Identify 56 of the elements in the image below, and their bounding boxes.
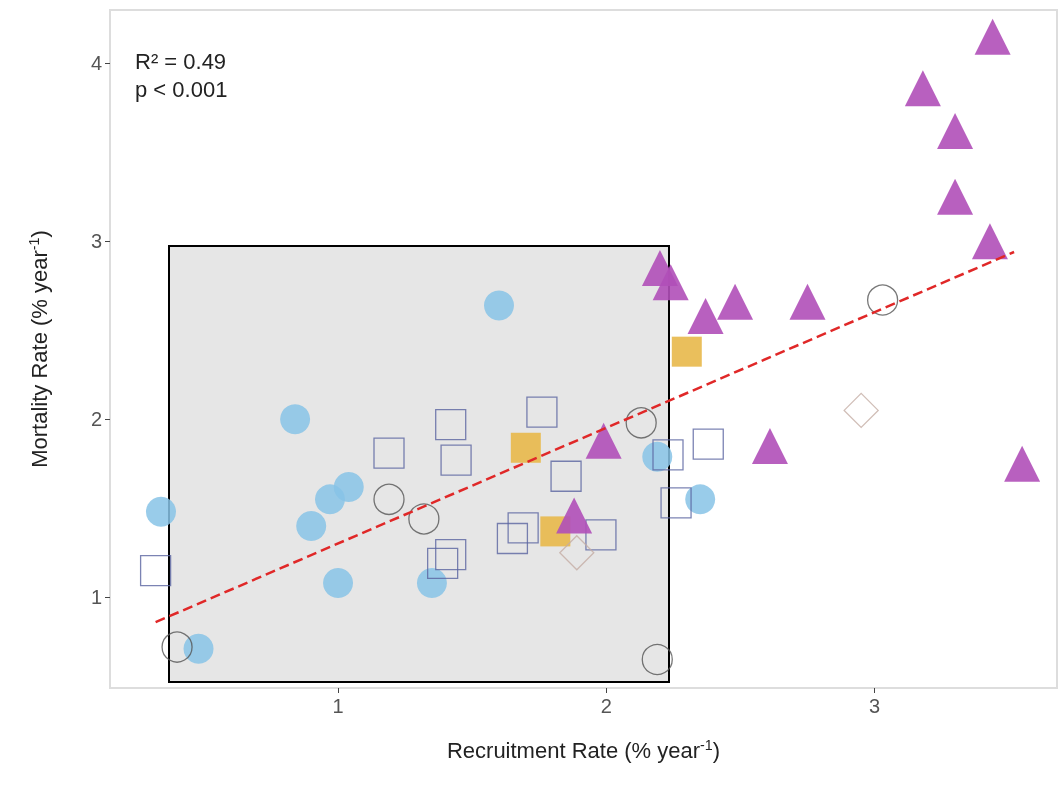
y-axis-title: Mortality Rate (% year-1) bbox=[26, 230, 52, 468]
point bbox=[161, 631, 193, 663]
point bbox=[717, 283, 754, 320]
point bbox=[484, 290, 514, 321]
point bbox=[685, 484, 716, 515]
y-tick-label: 1 bbox=[90, 586, 102, 609]
point bbox=[904, 70, 941, 107]
point bbox=[652, 439, 684, 471]
x-tick-label: 3 bbox=[869, 695, 881, 717]
point bbox=[510, 432, 541, 463]
point bbox=[867, 284, 899, 316]
point bbox=[751, 427, 788, 464]
annotation: R² = 0.49 bbox=[135, 48, 227, 74]
point bbox=[660, 487, 692, 519]
point bbox=[585, 519, 617, 551]
point bbox=[652, 264, 689, 301]
point bbox=[323, 568, 354, 598]
point bbox=[435, 538, 467, 571]
point bbox=[526, 396, 558, 428]
point bbox=[146, 496, 176, 527]
point bbox=[971, 223, 1008, 260]
point bbox=[373, 437, 405, 469]
point bbox=[843, 392, 879, 429]
point bbox=[937, 113, 974, 150]
point bbox=[559, 535, 595, 571]
point bbox=[641, 643, 673, 676]
point bbox=[183, 633, 214, 664]
point bbox=[496, 522, 529, 555]
point bbox=[435, 408, 467, 441]
point bbox=[625, 407, 657, 439]
point bbox=[440, 444, 472, 476]
point bbox=[408, 503, 440, 535]
point bbox=[296, 511, 327, 542]
y-tick-label: 2 bbox=[90, 408, 102, 431]
point bbox=[427, 547, 459, 580]
point bbox=[687, 298, 724, 335]
point bbox=[585, 422, 622, 459]
point bbox=[333, 471, 364, 502]
point bbox=[139, 554, 172, 587]
x-tick-label: 2 bbox=[600, 695, 612, 717]
point bbox=[416, 568, 447, 598]
y-tick-label: 3 bbox=[90, 230, 102, 253]
y-tick-label: 4 bbox=[90, 52, 102, 75]
point bbox=[507, 512, 539, 544]
annotation: p < 0.001 bbox=[135, 76, 228, 102]
point bbox=[937, 178, 974, 215]
point bbox=[373, 483, 405, 516]
point bbox=[1004, 445, 1041, 482]
point bbox=[550, 460, 582, 492]
point bbox=[974, 18, 1011, 55]
point bbox=[671, 336, 702, 367]
x-tick-label: 1 bbox=[332, 695, 344, 717]
point bbox=[789, 283, 826, 320]
point bbox=[692, 428, 724, 460]
point bbox=[280, 404, 311, 435]
point bbox=[556, 497, 593, 534]
